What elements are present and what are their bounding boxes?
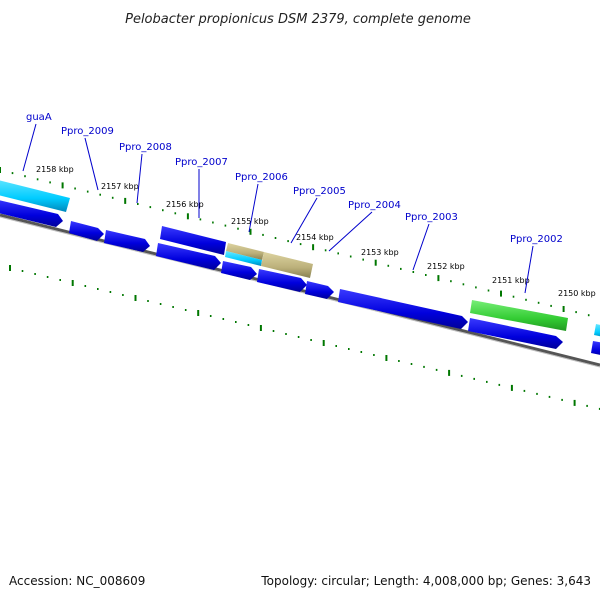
scale-labels: 2158 kbp 2157 kbp 2156 kbp 2155 kbp 2154… [36, 165, 596, 298]
kbp-label: 2157 kbp [101, 182, 139, 191]
accession-text: Accession: NC_008609 [9, 574, 146, 588]
gene-label-ppro-2005[interactable]: Ppro_2005 [293, 186, 346, 197]
gene-label-ppro-2003[interactable]: Ppro_2003 [405, 212, 458, 223]
cds-arrow[interactable] [338, 289, 468, 329]
cds-arrow[interactable] [0, 198, 63, 227]
gene-feature-ppro-2006-tan[interactable] [226, 243, 264, 260]
gene-feature-ppro-2006-cyan[interactable] [225, 251, 262, 266]
gene-feature-guaA[interactable] [0, 178, 70, 212]
gene-label-ppro-2008[interactable]: Ppro_2008 [119, 142, 172, 153]
gene-feature-edge-cyan[interactable] [594, 324, 600, 338]
kbp-label: 2152 kbp [427, 262, 465, 271]
kbp-label: 2150 kbp [558, 289, 596, 298]
gene-label-ppro-2007[interactable]: Ppro_2007 [175, 157, 228, 168]
forward-strand-features [0, 178, 600, 338]
gene-label-ppro-2004[interactable]: Ppro_2004 [348, 200, 401, 211]
gene-feature-ppro-2007[interactable] [160, 226, 226, 255]
gene-label-ppro-2009[interactable]: Ppro_2009 [61, 126, 114, 137]
kbp-label: 2155 kbp [231, 217, 269, 226]
cds-arrow[interactable] [591, 341, 600, 357]
kbp-label: 2151 kbp [492, 276, 530, 285]
cds-arrow[interactable] [305, 281, 334, 299]
cds-arrow[interactable] [468, 318, 563, 349]
kbp-label: 2156 kbp [166, 200, 204, 209]
cds-arrow[interactable] [221, 261, 257, 280]
map-title: Pelobacter propionicus DSM 2379, complet… [125, 12, 471, 27]
cds-arrow[interactable] [156, 243, 221, 270]
gene-label-ppro-2006[interactable]: Ppro_2006 [235, 172, 288, 183]
kbp-label: 2153 kbp [361, 248, 399, 257]
gene-feature-ppro-2002[interactable] [470, 300, 568, 331]
cds-arrow[interactable] [257, 269, 307, 292]
reverse-strand-features [0, 198, 600, 357]
genome-summary-text: Topology: circular; Length: 4,008,000 bp… [261, 574, 591, 588]
kbp-label: 2154 kbp [296, 233, 334, 242]
scale-ticks-lower [9, 265, 600, 410]
gene-label-ppro-2002[interactable]: Ppro_2002 [510, 234, 563, 245]
gene-label-guaA[interactable]: guaA [26, 112, 52, 123]
leader-lines [22, 123, 534, 294]
cds-arrow[interactable] [104, 230, 150, 252]
gene-feature-ppro-2005[interactable] [261, 252, 313, 278]
gene-labels: guaA Ppro_2009 Ppro_2008 Ppro_2007 Ppro_… [26, 112, 563, 245]
kbp-label: 2158 kbp [36, 165, 74, 174]
cds-arrow[interactable] [69, 221, 104, 241]
scale-ticks-upper [0, 167, 590, 317]
